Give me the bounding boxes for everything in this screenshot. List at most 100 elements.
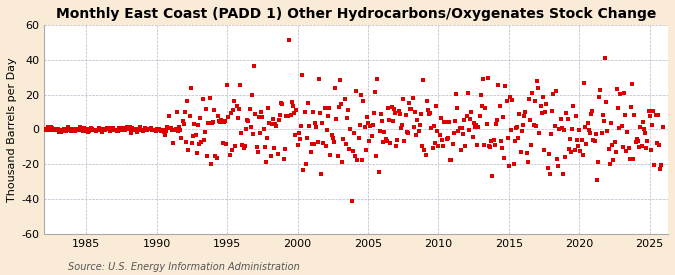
- Point: [553, 164, 564, 169]
- Point: [89, 128, 100, 132]
- Point: [641, 146, 651, 150]
- Point: [51, 128, 61, 132]
- Point: [637, 119, 648, 124]
- Point: [80, 129, 90, 133]
- Point: [495, 139, 506, 143]
- Point: [331, 116, 342, 121]
- Point: [279, 147, 290, 151]
- Point: [209, 108, 219, 112]
- Point: [62, 125, 73, 130]
- Point: [245, 125, 256, 130]
- Point: [330, 86, 341, 90]
- Point: [254, 115, 265, 119]
- Point: [443, 136, 454, 141]
- Point: [140, 126, 151, 130]
- Point: [277, 101, 288, 106]
- Point: [72, 128, 82, 133]
- Point: [504, 164, 514, 169]
- Point: [111, 129, 122, 133]
- Point: [541, 101, 552, 106]
- Point: [305, 150, 316, 154]
- Point: [188, 134, 198, 138]
- Point: [599, 119, 610, 123]
- Point: [370, 90, 381, 94]
- Point: [210, 153, 221, 158]
- Point: [532, 79, 543, 83]
- Point: [367, 123, 378, 127]
- Point: [215, 120, 225, 124]
- Point: [155, 128, 165, 132]
- Point: [645, 114, 655, 119]
- Point: [408, 125, 419, 130]
- Point: [310, 120, 321, 125]
- Point: [653, 112, 664, 117]
- Point: [70, 129, 80, 133]
- Point: [373, 170, 384, 174]
- Point: [435, 116, 446, 120]
- Point: [76, 127, 87, 132]
- Point: [197, 97, 208, 101]
- Point: [556, 126, 567, 131]
- Point: [397, 123, 408, 127]
- Point: [419, 148, 430, 153]
- Point: [416, 112, 427, 116]
- Point: [78, 126, 89, 130]
- Point: [289, 111, 300, 115]
- Point: [524, 118, 535, 122]
- Point: [402, 130, 413, 135]
- Point: [132, 128, 143, 132]
- Point: [329, 140, 340, 145]
- Point: [613, 106, 624, 110]
- Point: [38, 126, 49, 131]
- Point: [92, 128, 103, 133]
- Point: [570, 114, 581, 119]
- Point: [262, 136, 273, 140]
- Point: [656, 162, 667, 167]
- Point: [308, 142, 319, 146]
- Point: [100, 128, 111, 133]
- Point: [167, 128, 178, 132]
- Point: [540, 110, 551, 114]
- Point: [465, 116, 476, 121]
- Point: [400, 113, 411, 117]
- Point: [235, 82, 246, 87]
- Point: [43, 128, 54, 132]
- Point: [256, 109, 267, 114]
- Point: [451, 92, 462, 97]
- Point: [323, 114, 333, 119]
- Point: [281, 114, 292, 118]
- Point: [259, 145, 270, 149]
- Point: [461, 114, 472, 118]
- Point: [434, 133, 445, 137]
- Point: [456, 148, 466, 153]
- Point: [159, 130, 169, 134]
- Point: [411, 133, 422, 137]
- Point: [362, 115, 373, 119]
- Point: [298, 168, 309, 172]
- Point: [141, 127, 152, 131]
- Point: [523, 97, 534, 101]
- Point: [271, 124, 282, 128]
- Title: Monthly East Coast (PADD 1) Other Hydrocarbons/Oxygenates Stock Change: Monthly East Coast (PADD 1) Other Hydroc…: [56, 7, 656, 21]
- Point: [237, 142, 248, 147]
- Point: [438, 144, 449, 148]
- Point: [389, 111, 400, 116]
- Point: [149, 128, 160, 132]
- Point: [200, 129, 211, 134]
- Point: [299, 110, 310, 114]
- Point: [573, 144, 584, 148]
- Point: [418, 78, 429, 82]
- Point: [432, 129, 443, 133]
- Point: [345, 127, 356, 131]
- Point: [103, 126, 114, 130]
- Point: [448, 130, 459, 135]
- Point: [227, 148, 238, 152]
- Point: [134, 127, 144, 131]
- Point: [189, 122, 200, 127]
- Point: [84, 127, 95, 131]
- Point: [477, 104, 487, 108]
- Point: [648, 108, 659, 113]
- Point: [257, 115, 268, 119]
- Point: [316, 171, 327, 176]
- Point: [65, 127, 76, 131]
